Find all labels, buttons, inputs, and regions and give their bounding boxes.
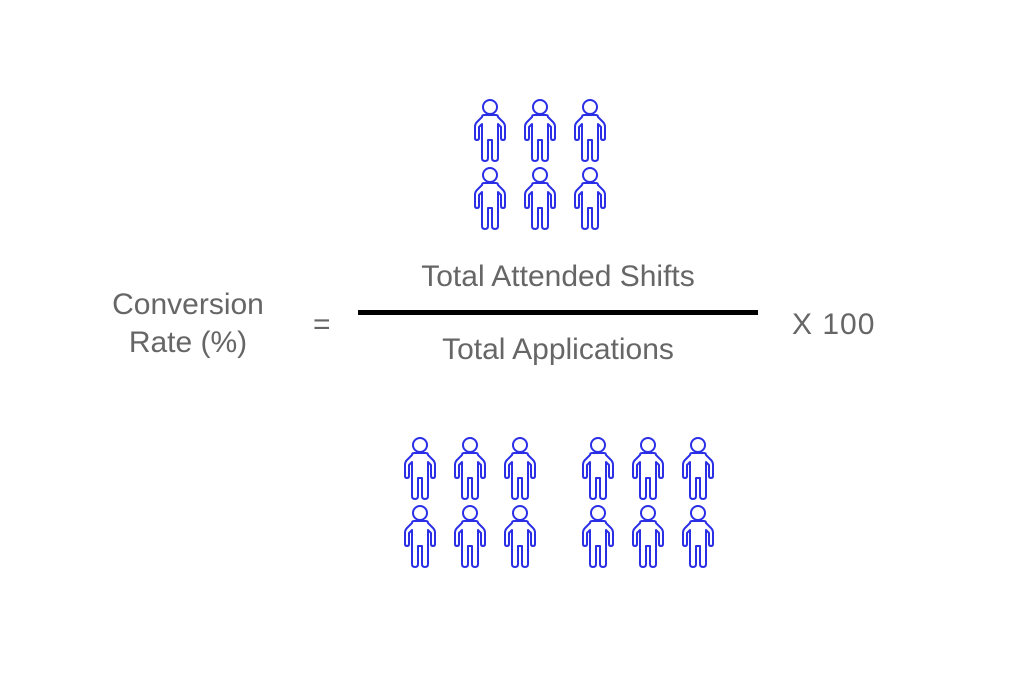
person-icon bbox=[628, 504, 668, 568]
people-row bbox=[470, 166, 610, 230]
person-icon bbox=[450, 436, 490, 500]
person-icon bbox=[578, 436, 618, 500]
fraction: Total Attended Shifts Total Applications bbox=[358, 260, 758, 367]
multiplier-label: X 100 bbox=[792, 308, 875, 342]
person-icon bbox=[400, 436, 440, 500]
person-icon bbox=[678, 504, 718, 568]
numerator-label: Total Attended Shifts bbox=[358, 260, 758, 294]
person-icon bbox=[470, 166, 510, 230]
person-icon bbox=[578, 504, 618, 568]
people-row bbox=[470, 98, 610, 162]
person-icon bbox=[678, 436, 718, 500]
conversion-rate-label: Conversion Rate (%) bbox=[88, 286, 288, 361]
person-icon bbox=[470, 98, 510, 162]
label-line-1: Conversion bbox=[88, 286, 288, 324]
denominator-label: Total Applications bbox=[358, 333, 758, 367]
person-icon bbox=[500, 436, 540, 500]
person-icon bbox=[570, 98, 610, 162]
equals-sign: = bbox=[313, 308, 331, 342]
person-icon bbox=[520, 166, 560, 230]
fraction-bar bbox=[358, 310, 758, 315]
person-icon bbox=[628, 436, 668, 500]
people-row bbox=[400, 436, 718, 500]
denominator-people-icons bbox=[400, 436, 718, 568]
person-icon bbox=[450, 504, 490, 568]
numerator-people-icons bbox=[470, 98, 610, 230]
person-icon bbox=[400, 504, 440, 568]
person-icon bbox=[520, 98, 560, 162]
label-line-2: Rate (%) bbox=[88, 324, 288, 362]
group-gap bbox=[550, 436, 568, 500]
person-icon bbox=[500, 504, 540, 568]
people-row bbox=[400, 504, 718, 568]
person-icon bbox=[570, 166, 610, 230]
group-gap bbox=[550, 504, 568, 568]
formula-diagram: Conversion Rate (%) = Total Attended Shi… bbox=[0, 0, 1020, 680]
